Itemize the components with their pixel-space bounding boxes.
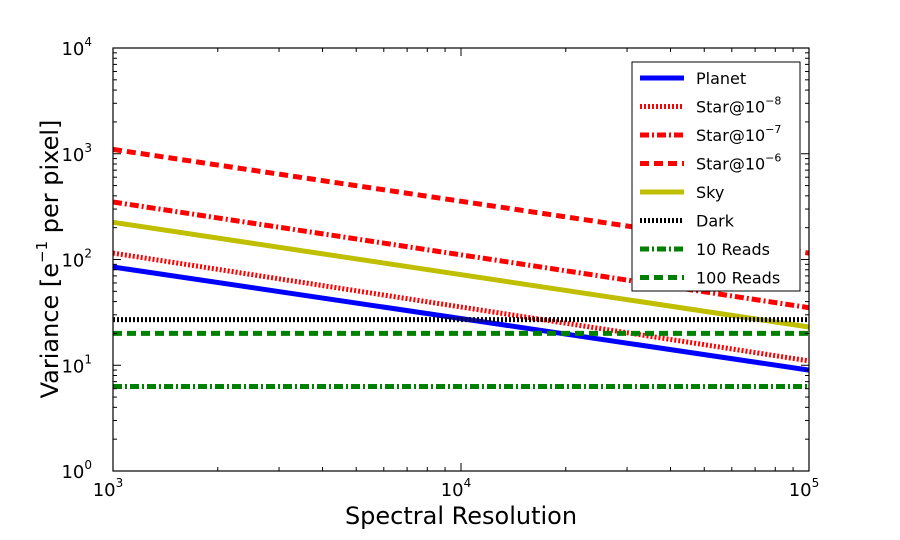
series-line-3 [112, 146, 810, 256]
legend-label-3: Star@10−6 [696, 152, 781, 174]
legend-box [631, 61, 801, 292]
y-axis-label: Variance [e−1 per pixel] [33, 120, 64, 399]
x-axis-label: Spectral Resolution [345, 502, 577, 530]
legend: Planet Star@10−8 Star@10−7 Star@10−6 Sky Dark… [631, 61, 801, 292]
ticks-layer: 103 104 105 100 101 102 103 104 [61, 35, 819, 501]
y-tick-label-1: 101 [61, 352, 92, 377]
y-tick-label-3: 103 [61, 141, 92, 166]
y-axis-label-pre: Variance [e [36, 263, 64, 398]
y-tick-label-2: 102 [61, 247, 92, 272]
legend-label-6: 10 Reads [696, 240, 770, 259]
legend-label-0: Planet [696, 69, 746, 88]
legend-label-4: Sky [696, 183, 724, 202]
y-axis-label-post: per pixel] [36, 120, 64, 241]
series-line-4 [112, 219, 810, 330]
legend-label-7: 100 Reads [696, 269, 780, 288]
x-tick-label-0: 103 [93, 476, 124, 501]
x-tick-label-1: 104 [441, 476, 472, 501]
y-tick-label-0: 100 [61, 458, 92, 483]
series-line-1 [112, 250, 810, 364]
y-tick-label-4: 104 [61, 35, 92, 60]
y-axis-label-sup: −1 [33, 241, 51, 263]
legend-label-1: Star@10−8 [696, 95, 781, 117]
x-tick-label-2: 105 [789, 476, 820, 501]
legend-label-2: Star@10−7 [696, 123, 781, 145]
legend-label-5: Dark [696, 212, 735, 231]
